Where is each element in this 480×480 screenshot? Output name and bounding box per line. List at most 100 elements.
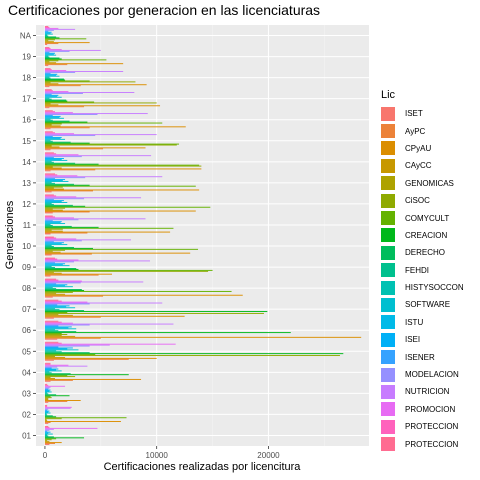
bar (44, 30, 49, 32)
bar (44, 118, 51, 120)
bar (44, 78, 64, 80)
bar (44, 414, 48, 416)
bar (44, 144, 177, 146)
bar (44, 400, 68, 402)
legend-key (381, 297, 395, 312)
legend-label: ISEI (405, 335, 421, 345)
bar (44, 58, 62, 60)
bar (44, 163, 99, 165)
bar (44, 290, 85, 291)
bar (44, 101, 95, 103)
bar (44, 111, 55, 113)
bar (44, 215, 53, 217)
legend-item: ISENER (381, 348, 464, 365)
bar (44, 285, 66, 287)
bar (44, 170, 51, 172)
bar (44, 351, 62, 353)
bar (44, 327, 69, 329)
bar (44, 26, 50, 28)
bar (44, 83, 59, 85)
bar (44, 86, 50, 88)
legend-key (381, 384, 395, 399)
bar (44, 173, 55, 175)
bar (44, 63, 124, 65)
bar (44, 218, 146, 220)
bar (44, 183, 74, 185)
bar (44, 243, 62, 245)
bar (44, 31, 52, 33)
bar (44, 302, 163, 304)
bar (44, 396, 51, 398)
bar (44, 412, 51, 414)
y-tick-label: 13 (22, 179, 31, 188)
bar (44, 72, 51, 74)
bar (44, 353, 344, 355)
bar (44, 57, 60, 59)
bar (44, 48, 51, 49)
bar (44, 204, 73, 206)
bar (44, 291, 73, 293)
legend-key (381, 280, 395, 295)
bar (44, 44, 48, 45)
bar (44, 334, 62, 336)
y-tick-label: 16 (22, 116, 31, 125)
legend-key (381, 245, 395, 260)
bar (44, 289, 82, 291)
legend-key (381, 124, 395, 139)
bar (44, 326, 72, 328)
bar (44, 242, 64, 244)
bar (44, 158, 62, 160)
bar (44, 383, 48, 385)
bar (44, 174, 58, 176)
legend-title: Lic (381, 89, 396, 101)
bar (44, 102, 157, 104)
bar (44, 273, 112, 275)
bar (44, 182, 55, 184)
bar (44, 227, 174, 229)
bar (44, 208, 53, 210)
bar (44, 92, 83, 94)
bar (44, 39, 55, 41)
bar (44, 258, 58, 260)
bar (44, 422, 51, 423)
bar (44, 337, 101, 339)
bar (44, 37, 60, 39)
bar (44, 42, 90, 44)
bar (44, 238, 77, 240)
bar (44, 80, 90, 82)
bar (44, 272, 62, 274)
bar (44, 268, 79, 270)
bar (44, 280, 82, 282)
bar (44, 365, 88, 367)
y-tick-label: 01 (22, 431, 31, 440)
bar (44, 308, 55, 310)
bar (44, 320, 59, 322)
bar (44, 417, 127, 419)
bar (44, 347, 73, 349)
bar (44, 136, 53, 137)
bar (44, 146, 60, 148)
bar (44, 188, 64, 190)
bar (44, 210, 196, 212)
bar (44, 271, 54, 273)
bar (44, 370, 62, 372)
bar (44, 317, 54, 319)
bar (44, 162, 76, 164)
bar (44, 53, 54, 55)
bar (44, 175, 78, 177)
bar (44, 48, 62, 50)
bar (44, 153, 57, 155)
bar (44, 132, 55, 134)
bar (44, 82, 51, 84)
bar (44, 444, 50, 445)
bar (44, 180, 63, 181)
bar (44, 408, 49, 410)
bar (44, 35, 49, 37)
bar (44, 359, 54, 361)
bar (44, 216, 55, 218)
bar (44, 260, 150, 262)
bar (44, 304, 58, 306)
legend-key (381, 437, 395, 452)
bar (44, 91, 69, 93)
bar (44, 205, 86, 207)
